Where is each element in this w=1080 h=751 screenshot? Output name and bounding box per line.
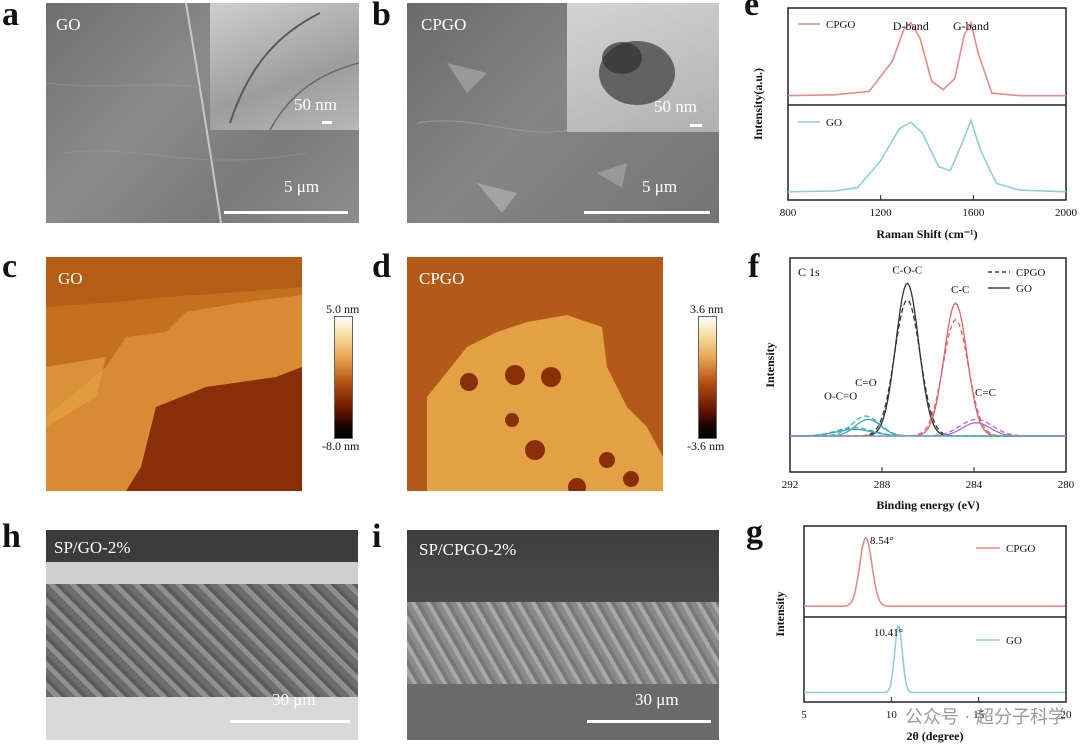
annotation-1: C-C	[951, 284, 969, 296]
tem-inset-cpgo	[567, 3, 719, 132]
scale-text-a: 5 μm	[284, 177, 320, 196]
scale-bar-i	[587, 720, 711, 723]
x-axis-label: Raman Shift (cm⁻¹)	[876, 227, 977, 241]
scale-bar-h	[230, 720, 350, 723]
x-tick-label: 20	[1061, 709, 1073, 721]
colorbar-top-d: 3.6 nm	[690, 302, 724, 316]
raman-chart: CPGO GO D-band G-band 800 1200 1600 2000 Raman S…	[751, 7, 1078, 241]
legend-entry-cpgo: CPGO	[1016, 267, 1045, 279]
sample-label-i: SP/CPGO-2%	[419, 540, 517, 559]
legend-entry-go: GO	[1006, 635, 1022, 647]
series-line-go	[804, 624, 1066, 694]
plot-frame	[803, 525, 1067, 703]
annotation-d-band: D-band	[893, 19, 929, 33]
x-tick-label: 288	[874, 479, 891, 491]
scale-bar-b	[584, 211, 710, 214]
colorbar-bottom-c: -8.0 nm	[322, 439, 360, 453]
sample-label-c: GO	[58, 269, 83, 288]
panel-label-h: h	[2, 518, 21, 555]
legend-entry-go: GO	[826, 117, 842, 129]
x-tick-label: 1200	[870, 207, 893, 219]
sample-label-a: GO	[56, 15, 81, 34]
panel-label-a: a	[2, 0, 19, 33]
x-axis-label: 2θ (degree)	[906, 729, 963, 743]
sem-cross-section-cpgo: SP/CPGO-2% 30 μm	[407, 530, 719, 740]
panel-label-d: d	[372, 248, 391, 285]
peak-cpgo-1	[790, 319, 1066, 437]
panel-label-f: f	[748, 248, 760, 285]
inset-scale-text-a: 50 nm	[294, 95, 337, 114]
scale-text-i: 30 μm	[635, 690, 679, 709]
x-tick-label: 2000	[1055, 207, 1078, 219]
x-tick-label: 800	[780, 207, 797, 219]
colorbar-c	[334, 316, 353, 439]
legend-entry-cpgo: CPGO	[1006, 543, 1035, 555]
legend-entry-go: GO	[1016, 283, 1032, 295]
legend-entry-cpgo: CPGO	[826, 19, 855, 31]
scale-text-h: 30 μm	[272, 690, 316, 709]
annotation-peak-go: 10.41°	[874, 627, 903, 639]
annotation-0: C-O-C	[892, 264, 922, 276]
sem-image-go: GO 50 nm 5 μm	[46, 3, 359, 223]
x-tick-label: 1600	[962, 207, 985, 219]
sample-label-h: SP/GO-2%	[54, 538, 131, 557]
panel-label-e: e	[744, 0, 760, 23]
afm-image-go: GO	[46, 257, 302, 491]
x-tick-label: 5	[801, 709, 807, 721]
x-tick-label: 292	[782, 479, 799, 491]
annotation-4: C=C	[975, 387, 996, 399]
annotation-3: O-C=O	[824, 390, 857, 402]
peak-go-0	[790, 282, 1066, 437]
sem-cross-section-go: SP/GO-2% 30 μm	[46, 530, 358, 740]
afm-image-cpgo: CPGO	[407, 257, 663, 491]
chart-title: C 1s	[798, 265, 820, 279]
colorbar-bottom-d: -3.6 nm	[687, 439, 725, 453]
panel-label-b: b	[372, 0, 391, 33]
panel-label-c: c	[2, 248, 18, 285]
panel-label-g: g	[746, 514, 763, 551]
y-axis-label: Intensity	[763, 342, 777, 387]
series-line-cpgo	[804, 536, 1066, 607]
annotation-g-band: G-band	[953, 19, 989, 33]
scale-text-b: 5 μm	[642, 177, 678, 196]
x-tick-label: 280	[1058, 479, 1075, 491]
scale-bar-a	[224, 211, 348, 214]
x-tick-label: 10	[886, 709, 898, 721]
y-axis-label: Intensity(a.u.)	[751, 68, 765, 140]
colorbar-d	[698, 316, 717, 439]
y-axis-label: Intensity	[773, 591, 787, 636]
tem-inset-go	[210, 3, 359, 130]
x-tick-label: 15	[973, 709, 985, 721]
series-line-go	[787, 118, 1067, 193]
series-line-cpgo	[787, 20, 1066, 97]
xrd-chart: CPGO 8.54° GO 10.41° 5 10 15 20 2θ (degree) Inten…	[773, 525, 1073, 743]
x-tick-label: 284	[966, 479, 983, 491]
peak-cpgo-0	[790, 299, 1066, 437]
sample-label-b: CPGO	[421, 15, 467, 34]
colorbar-top-c: 5.0 nm	[326, 302, 360, 316]
sem-image-cpgo: CPGO 50 nm 5 μm	[407, 3, 719, 223]
inset-scale-bar-a	[322, 121, 332, 124]
panel-label-i: i	[372, 518, 382, 555]
plot-frame	[787, 7, 1067, 201]
inset-scale-text-b: 50 nm	[654, 97, 697, 116]
sample-label-d: CPGO	[419, 269, 465, 288]
annotation-peak-cpgo: 8.54°	[870, 535, 894, 547]
x-axis-label: Binding energy (eV)	[876, 498, 979, 512]
annotation-2: C=O	[855, 377, 877, 389]
plot-frame	[789, 257, 1067, 473]
watermark-text: 公众号 · 超分子科学	[904, 707, 1066, 728]
xps-chart: C 1s CPGO GO C-O-C C-C C=OO-C=O C=C 292 288 284 28…	[763, 257, 1075, 512]
inset-scale-bar-b	[690, 124, 702, 127]
peak-go-1	[790, 302, 1066, 437]
